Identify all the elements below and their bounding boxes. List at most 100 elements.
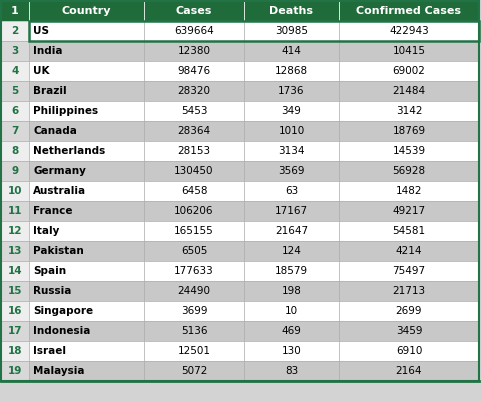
Bar	[1, 261, 29, 281]
Bar	[1, 41, 29, 61]
Bar	[1, 341, 29, 361]
Bar	[339, 101, 479, 121]
Bar	[1, 321, 29, 341]
Text: 75497: 75497	[392, 266, 426, 276]
Text: 13: 13	[8, 246, 22, 256]
Bar	[244, 221, 339, 241]
Text: 198: 198	[281, 286, 301, 296]
Text: Brazil: Brazil	[33, 86, 67, 96]
Bar	[144, 341, 244, 361]
Bar	[29, 341, 144, 361]
Text: 11: 11	[8, 206, 22, 216]
Text: Germany: Germany	[33, 166, 86, 176]
Text: 24490: 24490	[177, 286, 211, 296]
Bar	[244, 101, 339, 121]
Text: US: US	[33, 26, 49, 36]
Text: 2699: 2699	[396, 306, 422, 316]
Text: 18769: 18769	[392, 126, 426, 136]
Bar	[1, 361, 29, 381]
Bar	[1, 61, 29, 81]
Bar	[144, 201, 244, 221]
Bar	[144, 41, 244, 61]
Text: 12501: 12501	[177, 346, 211, 356]
Text: 10: 10	[285, 306, 298, 316]
Bar	[144, 21, 244, 41]
Text: Deaths: Deaths	[269, 6, 313, 16]
Bar	[29, 1, 144, 21]
Text: Confirmed Cases: Confirmed Cases	[357, 6, 461, 16]
Bar	[339, 361, 479, 381]
Text: 469: 469	[281, 326, 301, 336]
Text: Canada: Canada	[33, 126, 77, 136]
Text: 69002: 69002	[392, 66, 426, 76]
Bar	[29, 121, 144, 141]
Bar	[244, 21, 339, 41]
Bar	[1, 81, 29, 101]
Text: 28153: 28153	[177, 146, 211, 156]
Bar	[339, 281, 479, 301]
Text: 4214: 4214	[396, 246, 422, 256]
Bar	[244, 181, 339, 201]
Text: 17167: 17167	[275, 206, 308, 216]
Text: Malaysia: Malaysia	[33, 366, 84, 376]
Text: 17: 17	[8, 326, 22, 336]
Bar	[144, 161, 244, 181]
Bar	[1, 221, 29, 241]
Text: 124: 124	[281, 246, 301, 256]
Text: 18: 18	[8, 346, 22, 356]
Bar	[244, 81, 339, 101]
Bar	[29, 141, 144, 161]
Bar	[144, 241, 244, 261]
Bar	[244, 141, 339, 161]
Text: 3142: 3142	[396, 106, 422, 116]
Bar	[339, 21, 479, 41]
Text: 49217: 49217	[392, 206, 426, 216]
Text: 28364: 28364	[177, 126, 211, 136]
Bar	[144, 221, 244, 241]
Text: 177633: 177633	[174, 266, 214, 276]
Bar	[339, 61, 479, 81]
Text: 8: 8	[12, 146, 19, 156]
Bar	[29, 181, 144, 201]
Bar	[339, 301, 479, 321]
Bar	[244, 341, 339, 361]
Bar	[1, 161, 29, 181]
Text: 7: 7	[11, 126, 19, 136]
Text: UK: UK	[33, 66, 50, 76]
Bar	[29, 201, 144, 221]
Bar	[339, 201, 479, 221]
Bar	[339, 1, 479, 21]
Text: 3134: 3134	[278, 146, 305, 156]
Bar	[144, 281, 244, 301]
Text: 3699: 3699	[181, 306, 207, 316]
Bar	[1, 201, 29, 221]
Bar	[29, 21, 479, 41]
Bar	[339, 341, 479, 361]
Text: 83: 83	[285, 366, 298, 376]
Text: 414: 414	[281, 46, 301, 56]
Bar	[29, 241, 144, 261]
Bar	[339, 121, 479, 141]
Text: Netherlands: Netherlands	[33, 146, 105, 156]
Bar	[1, 241, 29, 261]
Bar	[1, 121, 29, 141]
Text: 63: 63	[285, 186, 298, 196]
Text: 1: 1	[11, 6, 19, 16]
Text: 1482: 1482	[396, 186, 422, 196]
Text: 349: 349	[281, 106, 301, 116]
Bar	[29, 161, 144, 181]
Text: 130450: 130450	[174, 166, 214, 176]
Bar	[29, 41, 144, 61]
Bar	[339, 181, 479, 201]
Text: 1736: 1736	[278, 86, 305, 96]
Bar	[244, 301, 339, 321]
Text: 15: 15	[8, 286, 22, 296]
Text: 9: 9	[12, 166, 19, 176]
Bar	[29, 101, 144, 121]
Text: 12: 12	[8, 226, 22, 236]
Text: 3459: 3459	[396, 326, 422, 336]
Text: Pakistan: Pakistan	[33, 246, 84, 256]
Text: 28320: 28320	[177, 86, 211, 96]
Text: 18579: 18579	[275, 266, 308, 276]
Bar	[144, 361, 244, 381]
